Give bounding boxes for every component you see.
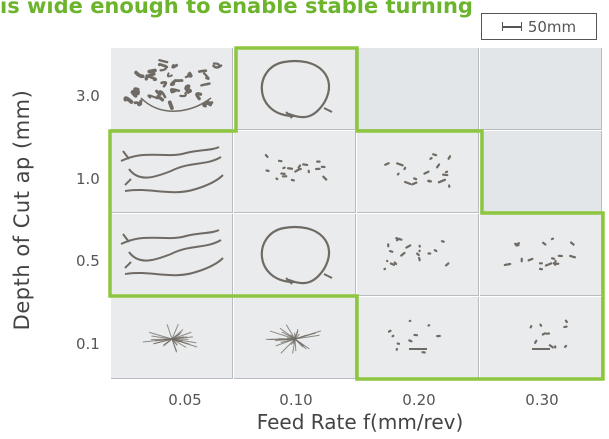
y-tick-1-0: 1.0 <box>76 170 100 188</box>
x-tick-0-30: 0.30 <box>525 391 559 409</box>
y-tick-0-1: 0.1 <box>76 335 100 353</box>
scale-bar-icon <box>501 22 522 31</box>
chip-photo-cell <box>480 214 602 296</box>
chip-shape <box>529 319 568 350</box>
chip-shape <box>264 153 328 182</box>
scale-label: 50mm <box>527 17 577 36</box>
empty-cell <box>480 48 602 130</box>
x-tick-0-10: 0.10 <box>279 391 313 409</box>
chip-photo-cell <box>357 131 479 213</box>
chip-photo-cell <box>357 214 479 296</box>
chip-shape <box>265 324 321 354</box>
chip-photo-cell <box>111 297 233 379</box>
x-tick-0-20: 0.20 <box>402 391 436 409</box>
x-tick-0-05: 0.05 <box>168 391 202 409</box>
chip-photo-cell <box>234 214 356 296</box>
x-axis-label: Feed Rate f(mm/rev) <box>256 410 464 434</box>
chip-shape <box>120 229 224 277</box>
chip-shape <box>260 225 333 285</box>
figure-title: is wide enough to enable stable turning <box>0 0 473 18</box>
scale-bar-legend: 50mm <box>481 13 597 40</box>
chip-photo-cell <box>480 297 602 379</box>
chip-shape <box>503 237 577 271</box>
empty-cell <box>480 131 602 213</box>
y-axis-label: Depth of Cut ap (mm) <box>10 89 34 331</box>
chip-shape <box>120 146 224 194</box>
chip-photo-cell <box>111 131 233 213</box>
chip-photo-cell <box>234 297 356 379</box>
chip-shape <box>384 153 452 188</box>
chip-photo-cell <box>234 131 356 213</box>
chip-shape <box>260 59 333 119</box>
chip-shape <box>387 319 441 354</box>
chip-photo-cell <box>234 48 356 130</box>
y-tick-3-0: 3.0 <box>76 87 100 105</box>
y-tick-0-5: 0.5 <box>76 252 100 270</box>
chip-shape <box>123 58 223 112</box>
chip-shape <box>383 237 450 271</box>
empty-cell <box>357 48 479 130</box>
chip-shape <box>142 324 198 353</box>
chip-photo-cell <box>111 214 233 296</box>
chip-photo-cell <box>357 297 479 379</box>
chip-photo-cell <box>111 48 233 130</box>
